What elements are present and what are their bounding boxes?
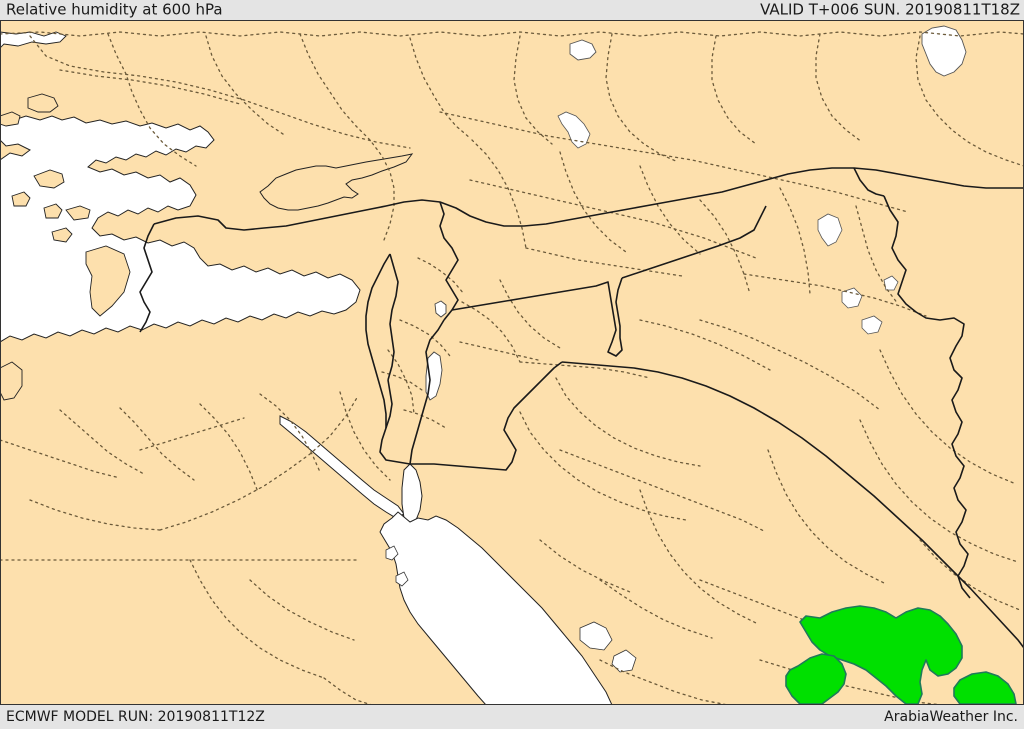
humidity-region-2 [785, 653, 847, 705]
persian-gulf [1010, 638, 1024, 662]
footer-bar: ECMWF MODEL RUN: 20190811T12Z ArabiaWeat… [0, 705, 1024, 729]
humidity-contour-high [785, 605, 1017, 705]
sinai-coast-detail [385, 545, 409, 587]
page-title: Relative humidity at 600 hPa [6, 0, 223, 19]
lake-urmia [921, 25, 967, 77]
dead-sea [425, 351, 443, 401]
aegean-islands [0, 93, 131, 401]
model-run-label: ECMWF MODEL RUN: 20190811T12Z [6, 709, 265, 725]
border-egypt-sinai [387, 253, 399, 381]
mediterranean-sea [0, 115, 361, 343]
arabian-coast-detail [579, 621, 637, 673]
border-syria-iraq [621, 205, 767, 279]
cyprus-island [259, 153, 414, 211]
border-israel-egypt [379, 379, 411, 465]
lake-van [569, 39, 597, 61]
border-lebanon [439, 201, 459, 321]
provider-credit-label: ArabiaWeather Inc. [884, 709, 1018, 725]
border-saudi-iraq [561, 361, 1024, 649]
gulf-of-aqaba [401, 463, 423, 525]
international-borders [139, 167, 1024, 649]
water-bodies [0, 25, 1024, 705]
border-turkey-iraq [853, 167, 885, 197]
border-iraq-iran [883, 195, 971, 599]
border-turkey-syria [153, 167, 1024, 231]
map-graphic [0, 20, 1024, 705]
valid-time-label: VALID T+006 SUN. 20190811T18Z [760, 0, 1020, 19]
sea-of-galilee [434, 300, 447, 318]
humidity-region-3 [953, 671, 1017, 705]
border-hatay [139, 223, 155, 333]
border-suez [365, 253, 391, 428]
border-jordan-syria [451, 277, 623, 357]
red-sea-main [379, 511, 613, 705]
border-jordan-saudi [410, 361, 563, 471]
map-canvas[interactable] [0, 20, 1024, 705]
inland-lakes [557, 111, 899, 335]
header-bar: Relative humidity at 600 hPa VALID T+006… [0, 0, 1024, 20]
border-jordan-valley [409, 319, 445, 465]
